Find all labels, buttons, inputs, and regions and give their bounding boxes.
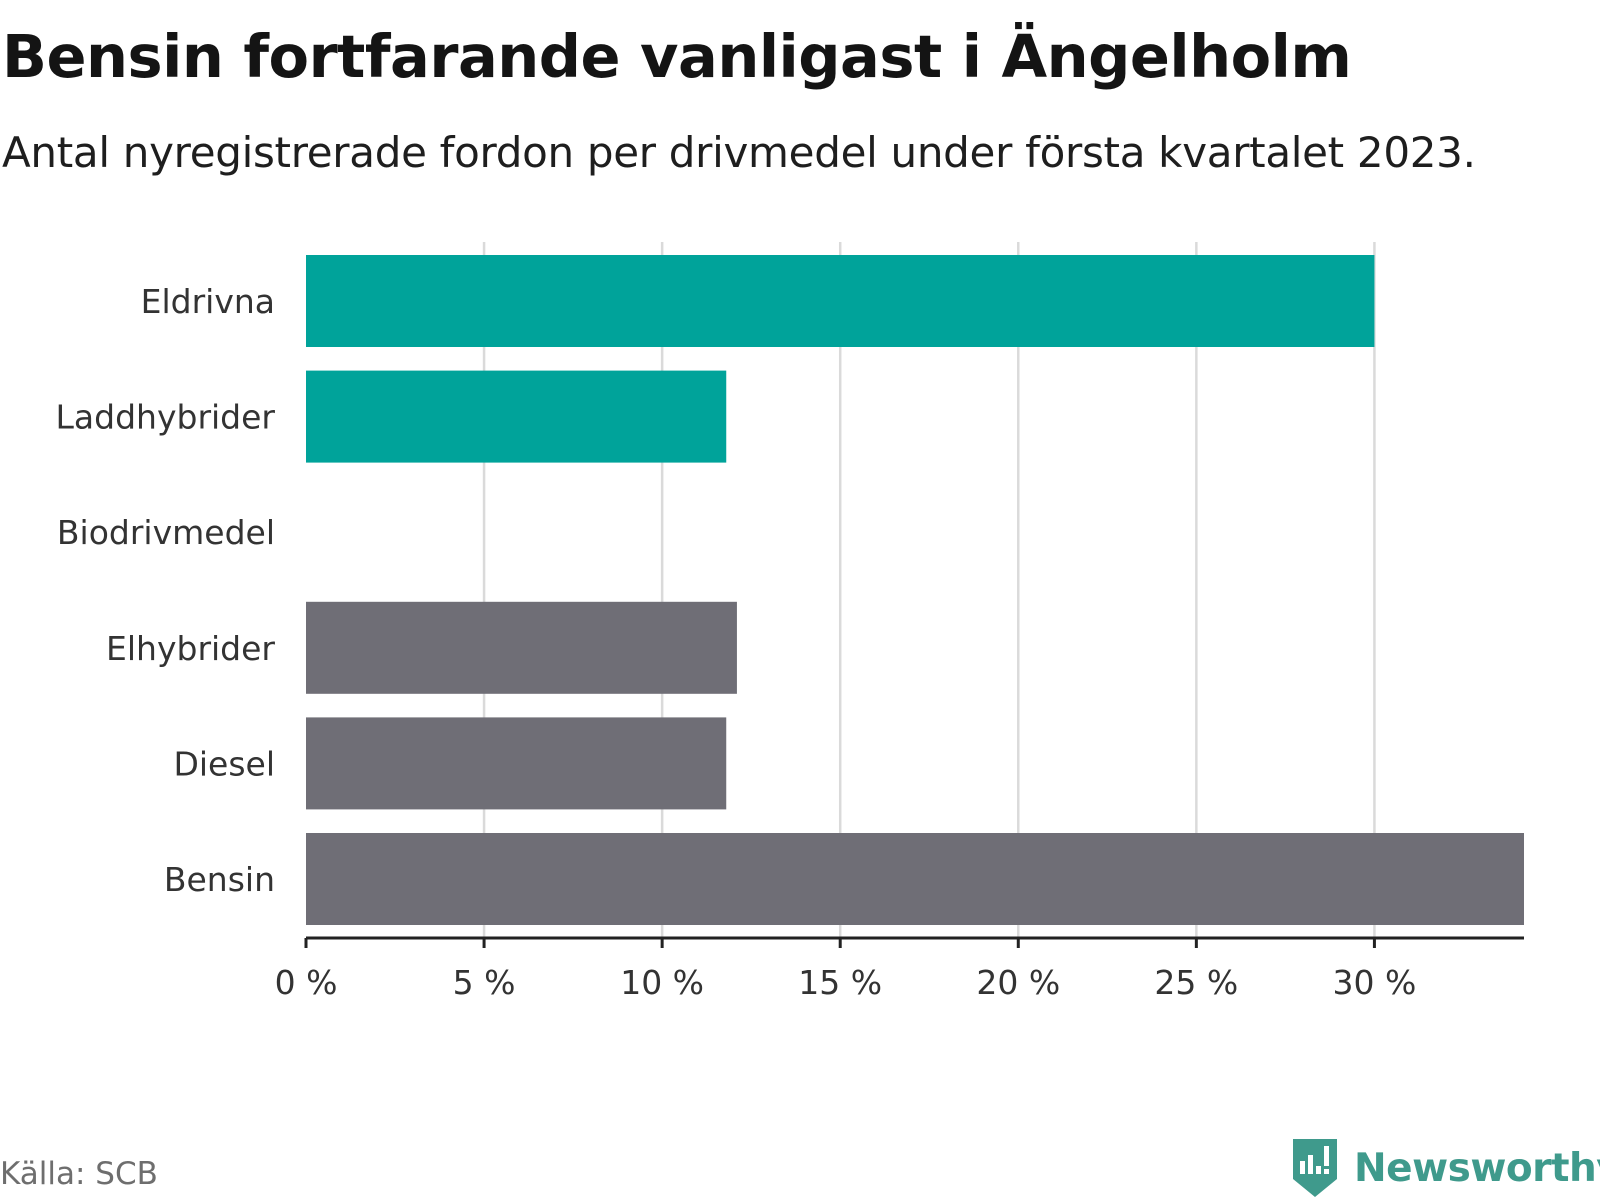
bar-bensin [306, 833, 1524, 925]
x-tick-label: 0 % [275, 963, 338, 1002]
bar-elhybrider [306, 601, 737, 694]
category-label: Bensin [164, 860, 275, 899]
source-note: Källa: SCB [0, 1156, 158, 1192]
category-label: Laddhybrider [56, 398, 276, 437]
category-label: Biodrivmedel [57, 513, 275, 552]
bar-laddhybrider [306, 370, 727, 463]
x-tick-label: 10 % [620, 963, 704, 1002]
newsworthy-logo-icon [1293, 1139, 1337, 1197]
bar-eldrivna [306, 255, 1375, 347]
x-tick-label: 5 % [453, 963, 516, 1002]
category-label: Eldrivna [141, 282, 275, 321]
bars [306, 255, 1524, 925]
x-tick-label: 20 % [976, 963, 1060, 1002]
gridlines [482, 242, 1376, 938]
category-labels: Eldrivna Laddhybrider Biodrivmedel Elhybrid… [56, 282, 276, 899]
x-tick-label: 30 % [1332, 963, 1416, 1002]
chart-subtitle: Antal nyregistrerade fordon per drivmede… [2, 128, 1476, 177]
category-label: Diesel [173, 744, 275, 783]
bar-diesel [306, 717, 727, 810]
brand-name: Newsworthy [1354, 1145, 1600, 1191]
bar-chart: 0 % 5 % 10 % 15 % 20 % 25 % 30 % Eldrivna Laddh… [56, 242, 1524, 1002]
x-tick-label: 15 % [798, 963, 882, 1002]
x-axis: 0 % 5 % 10 % 15 % 20 % 25 % 30 % [275, 936, 1524, 1002]
category-label: Elhybrider [106, 629, 275, 668]
chart-title: Bensin fortfarande vanligast i Ängelholm [2, 22, 1352, 91]
x-tick-label: 25 % [1154, 963, 1238, 1002]
brand-logo: Newsworthy [1290, 1138, 1600, 1198]
